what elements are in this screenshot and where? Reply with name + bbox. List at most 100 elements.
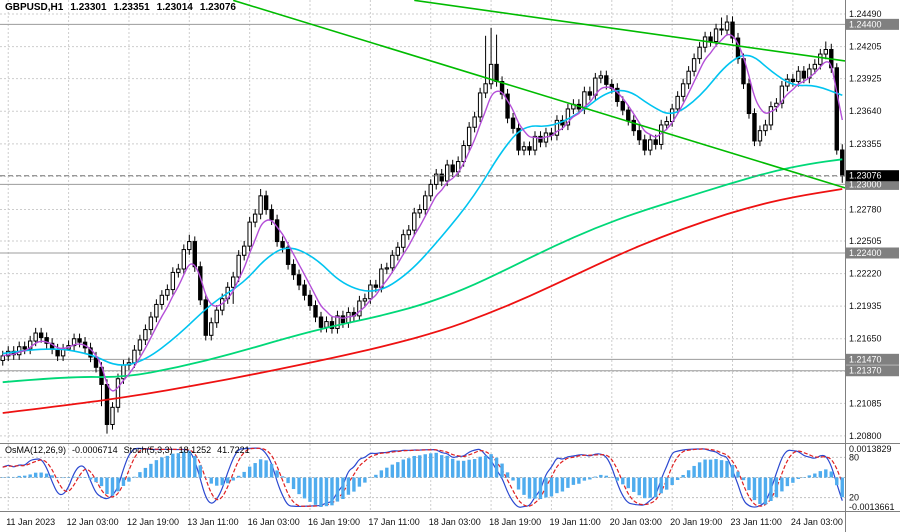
- time-tick-label: 17 Jan 11:00: [368, 517, 419, 527]
- candle-bullish: [181, 249, 187, 270]
- candle-bearish: [88, 347, 93, 358]
- price-level-tag: 1.23000: [849, 179, 882, 189]
- candle-bearish: [203, 299, 208, 336]
- price-tick-label: 1.20800: [849, 431, 882, 441]
- stoch-value-signal: 41.7221: [217, 445, 250, 455]
- ohlc-low: 1.23014: [156, 2, 193, 13]
- time-tick-label: 20 Jan 03:00: [610, 517, 662, 527]
- candle-bullish: [434, 173, 439, 185]
- candle-bearish: [626, 109, 631, 121]
- candle-bullish: [823, 49, 828, 55]
- trendline[interactable]: [232, 0, 846, 189]
- candle-bearish: [318, 316, 324, 328]
- candle-bullish: [466, 126, 472, 147]
- candle-bearish: [527, 146, 532, 151]
- time-axis[interactable]: [0, 512, 845, 532]
- price-tick-label: 1.23355: [849, 139, 882, 149]
- candle-bullish: [247, 221, 252, 247]
- candle-bullish: [554, 119, 560, 136]
- candle-bullish: [335, 315, 340, 329]
- candle-bullish: [417, 209, 422, 214]
- indicator-tick-label: -0.0013661: [849, 502, 895, 512]
- candle-bullish: [774, 102, 779, 108]
- candle-bullish: [143, 329, 148, 341]
- candle-bullish: [697, 46, 702, 60]
- moving-averages-layer: [2, 33, 843, 414]
- ma-fast-line: [2, 33, 843, 392]
- candle-bullish: [472, 116, 477, 128]
- ohlc-close: 1.23076: [199, 2, 236, 13]
- trendlines-layer[interactable]: [232, 0, 846, 189]
- candle-bullish: [230, 276, 236, 288]
- candle-bearish: [604, 75, 609, 85]
- time-tick-label: 12 Jan 03:00: [67, 517, 119, 527]
- ma-red-line: [2, 188, 843, 414]
- candle-bullish: [532, 135, 538, 151]
- candle-bearish: [719, 28, 724, 31]
- candle-bearish: [340, 315, 346, 324]
- price-tick-label: 1.23640: [849, 106, 882, 116]
- price-tick-label: 1.22505: [849, 236, 882, 246]
- candle-bullish: [818, 53, 823, 65]
- candle-bullish: [428, 183, 433, 197]
- candle-bullish: [565, 108, 571, 126]
- time-tick-label: 13 Jan 11:00: [187, 517, 238, 527]
- candle-bullish: [71, 338, 77, 347]
- ohlc-high: 1.23351: [113, 2, 150, 13]
- candle-bearish: [790, 78, 796, 83]
- price-level-tag: 1.22400: [849, 248, 882, 258]
- candle-bearish: [516, 127, 521, 151]
- trendline[interactable]: [414, 0, 846, 62]
- candle-bearish: [752, 113, 757, 142]
- candle-bearish: [510, 117, 516, 129]
- key-levels-layer: [0, 23, 845, 372]
- price-tick-label: 1.22780: [849, 205, 882, 215]
- candle-bullish: [763, 124, 768, 132]
- indicator-tick-label: 0.0013829: [849, 444, 892, 454]
- candle-bullish: [148, 316, 154, 331]
- candle-bullish: [395, 246, 401, 256]
- candle-bullish: [675, 95, 680, 110]
- candle-bearish: [494, 63, 499, 83]
- candle-bullish: [258, 195, 263, 215]
- price-axis[interactable]: [845, 0, 900, 512]
- ohlc-open: 1.23301: [70, 2, 107, 13]
- candle-bullish: [384, 267, 390, 270]
- candle-bullish: [214, 309, 219, 324]
- candle-bullish: [521, 146, 527, 151]
- candle-bearish: [538, 135, 543, 143]
- time-tick-label: 16 Jan 03:00: [248, 517, 300, 527]
- indicator-tick-label: 20: [849, 493, 859, 503]
- candle-bullish: [110, 406, 115, 425]
- stoch-value-main: 18.1252: [178, 445, 212, 455]
- candle-bullish: [209, 322, 214, 336]
- candle-bullish: [779, 85, 785, 104]
- stoch-label: Stoch(5,3,3): [123, 445, 173, 455]
- time-tick-label: 12 Jan 19:00: [127, 517, 179, 527]
- candle-bullish: [241, 245, 247, 256]
- candle-bearish: [834, 67, 839, 151]
- candle-bearish: [313, 305, 318, 318]
- candle-bullish: [187, 241, 192, 251]
- osma-histogram: [1, 450, 844, 507]
- symbol-timeframe: GBPUSD,H1: [5, 2, 64, 13]
- candle-bearish: [499, 81, 505, 95]
- candle-bullish: [483, 83, 488, 94]
- candle-bullish: [170, 271, 176, 291]
- candle-bearish: [302, 284, 307, 296]
- candle-bearish: [104, 383, 110, 425]
- time-tick-label: 11 Jan 2023: [6, 517, 55, 527]
- candle-bearish: [439, 173, 444, 182]
- price-tick-label: 1.23925: [849, 74, 882, 84]
- candle-bullish: [390, 254, 395, 269]
- time-tick-label: 18 Jan 19:00: [489, 517, 541, 527]
- candle-bullish: [368, 284, 373, 300]
- price-tick-label: 1.24490: [849, 9, 882, 19]
- price-level-tag: 1.21370: [849, 366, 882, 376]
- candle-bullish: [686, 70, 691, 85]
- candle-bearish: [329, 321, 335, 329]
- candle-bearish: [307, 294, 313, 307]
- time-tick-label: 23 Jan 11:00: [731, 517, 782, 527]
